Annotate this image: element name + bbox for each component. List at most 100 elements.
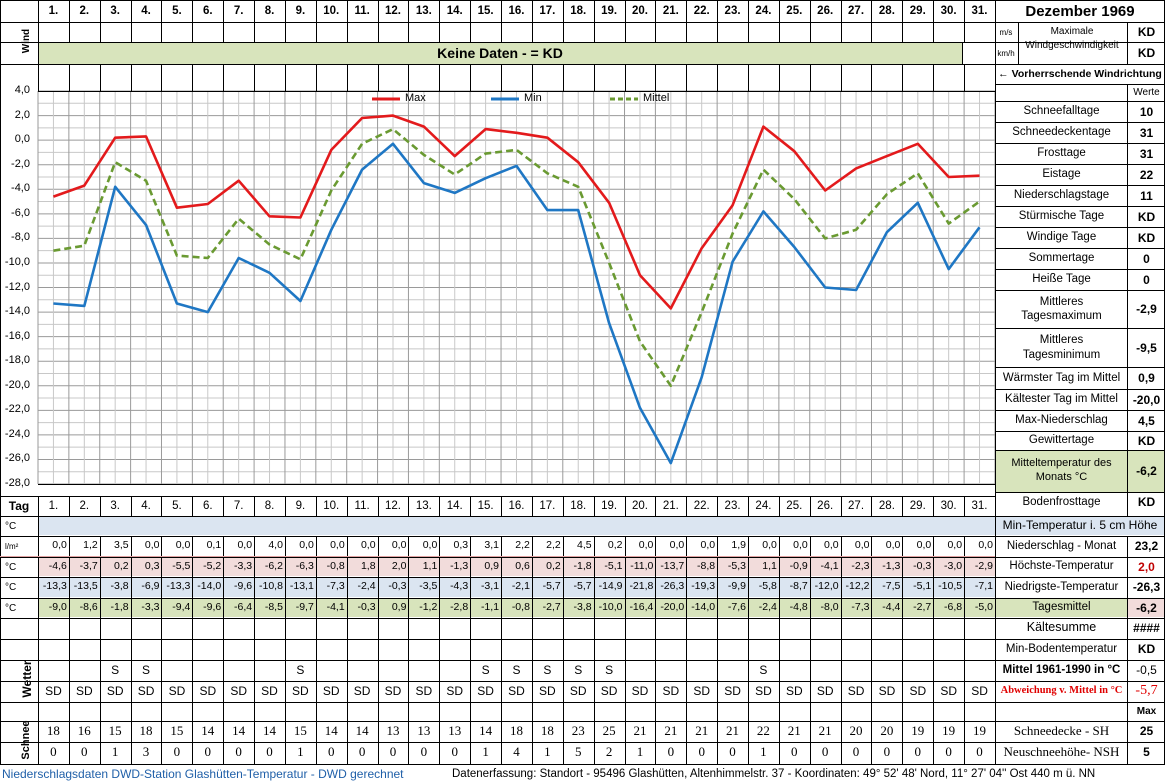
stat-label: Kältester Tag im Mittel xyxy=(1005,393,1118,406)
y-tick-label: 0,0 xyxy=(14,133,30,146)
nsh-cell: 2 xyxy=(605,744,613,759)
wetter-snowcover: SD xyxy=(785,684,803,698)
unit-precip: l/m² xyxy=(5,541,19,551)
table-day: 31. xyxy=(971,500,988,512)
max-cell: -5,2 xyxy=(203,560,222,572)
max-cell: -3,7 xyxy=(79,560,98,572)
mean-cell: -0,8 xyxy=(511,601,530,613)
mean-cell: -8,5 xyxy=(264,601,283,613)
col-divider xyxy=(748,64,749,91)
row-divider xyxy=(0,721,1165,722)
row-divider xyxy=(995,450,1165,451)
header-day: 13. xyxy=(415,5,432,17)
row-divider xyxy=(995,101,1165,102)
row-divider xyxy=(0,556,995,557)
mean-cell: -3,3 xyxy=(141,601,160,613)
row-divider xyxy=(995,389,1165,390)
col-divider xyxy=(161,536,162,764)
stat-value: 11 xyxy=(1140,188,1153,203)
mean-cell: -16,4 xyxy=(629,601,654,613)
col-divider xyxy=(902,496,903,516)
col-divider xyxy=(532,0,533,42)
header-day: 20. xyxy=(631,5,648,17)
sh-cell: 21 xyxy=(818,723,832,738)
min-cell: -19,3 xyxy=(691,580,716,592)
mean-cell: -7,6 xyxy=(727,601,746,613)
stat-row: Niederschlagstage 11 xyxy=(995,185,1165,206)
col-divider xyxy=(0,0,1,764)
stat-row: Eistage 22 xyxy=(995,164,1165,185)
mean-cell: -6,4 xyxy=(233,601,253,613)
wetter-snowcover: SD xyxy=(693,684,711,698)
table-day: 9. xyxy=(295,500,306,512)
col-divider xyxy=(316,496,317,516)
precip-cell: 4,0 xyxy=(268,539,283,551)
precip-cell: 0,0 xyxy=(762,539,777,551)
stat-label: Windige Tage xyxy=(1026,231,1097,244)
stat-label: Max-Niederschlag xyxy=(1015,414,1108,427)
stat-row: Windige Tage KD xyxy=(995,227,1165,248)
col-divider xyxy=(1127,536,1128,764)
col-divider xyxy=(748,0,749,42)
y-tick-label: -14,0 xyxy=(4,305,30,318)
sh-cell: 14 xyxy=(263,723,276,738)
max-cell: 0,3 xyxy=(144,560,160,572)
stat-row: Frosttage 31 xyxy=(995,143,1165,164)
header-day: 10. xyxy=(323,5,340,17)
precip-cell: 0,0 xyxy=(299,539,314,551)
precip-cell: 1,2 xyxy=(83,539,98,551)
max-cell: 0,6 xyxy=(515,560,530,572)
wetter-snowcover: SD xyxy=(971,684,988,698)
col-divider xyxy=(625,536,626,764)
unit-mean: °C xyxy=(5,602,17,614)
stat-value: 10 xyxy=(1139,104,1154,119)
table-day: 1. xyxy=(48,500,59,512)
min-cell: -3,8 xyxy=(110,580,129,592)
legend-max-label: Max xyxy=(405,92,426,104)
stat-row: Bodenfrosttage KD xyxy=(995,492,1165,512)
sh-cell: 22 xyxy=(756,723,770,738)
stat-row: Mittleres Tagesminimum -9,5 xyxy=(995,328,1165,367)
table-day: 20. xyxy=(631,500,648,512)
sh-cell: 19 xyxy=(973,723,987,738)
row-divider xyxy=(995,290,1165,291)
min-cell: -21,8 xyxy=(629,580,654,592)
table-day: 27. xyxy=(848,500,865,512)
sh-cell: 21 xyxy=(726,723,740,738)
col-divider xyxy=(748,536,749,764)
col-divider xyxy=(1127,22,1128,64)
max-cell: -1,8 xyxy=(573,560,592,572)
table-day: 17. xyxy=(539,500,556,512)
stat-row: Heiße Tage 0 xyxy=(995,269,1165,290)
col-divider xyxy=(871,0,872,42)
wetter-snowcover: SD xyxy=(847,684,865,698)
table-day: 19. xyxy=(601,500,618,512)
header-day: 8. xyxy=(264,5,275,17)
col-divider xyxy=(69,0,70,42)
nsh-cell: 1 xyxy=(111,744,119,759)
wetter-snowcover: SD xyxy=(508,684,525,698)
col-divider xyxy=(439,0,440,42)
sh-cell: 25 xyxy=(602,723,616,738)
precip-cell: 0,0 xyxy=(52,539,67,551)
nsh-cell: 0 xyxy=(791,744,798,759)
col-divider xyxy=(902,64,903,91)
col-divider xyxy=(254,536,255,764)
col-divider xyxy=(347,0,348,42)
min-cell: -9,9 xyxy=(727,580,746,592)
col-divider xyxy=(810,496,811,516)
row-divider xyxy=(995,122,1165,123)
nsh-cell: 0 xyxy=(976,744,983,759)
stat-value: 0,9 xyxy=(1138,371,1155,385)
col-divider xyxy=(69,536,70,764)
precip-cell: 0,0 xyxy=(638,539,654,551)
mean-cell: -4,1 xyxy=(326,601,345,613)
row-divider xyxy=(38,484,995,485)
table-day: 8. xyxy=(264,500,275,512)
nsh-cell: 0 xyxy=(173,744,181,759)
min-cell: -13,1 xyxy=(289,580,314,592)
mean-cell: -9,6 xyxy=(203,601,222,613)
min-cell: -12,2 xyxy=(845,580,870,592)
col-divider xyxy=(594,0,595,42)
col-divider xyxy=(470,496,471,516)
